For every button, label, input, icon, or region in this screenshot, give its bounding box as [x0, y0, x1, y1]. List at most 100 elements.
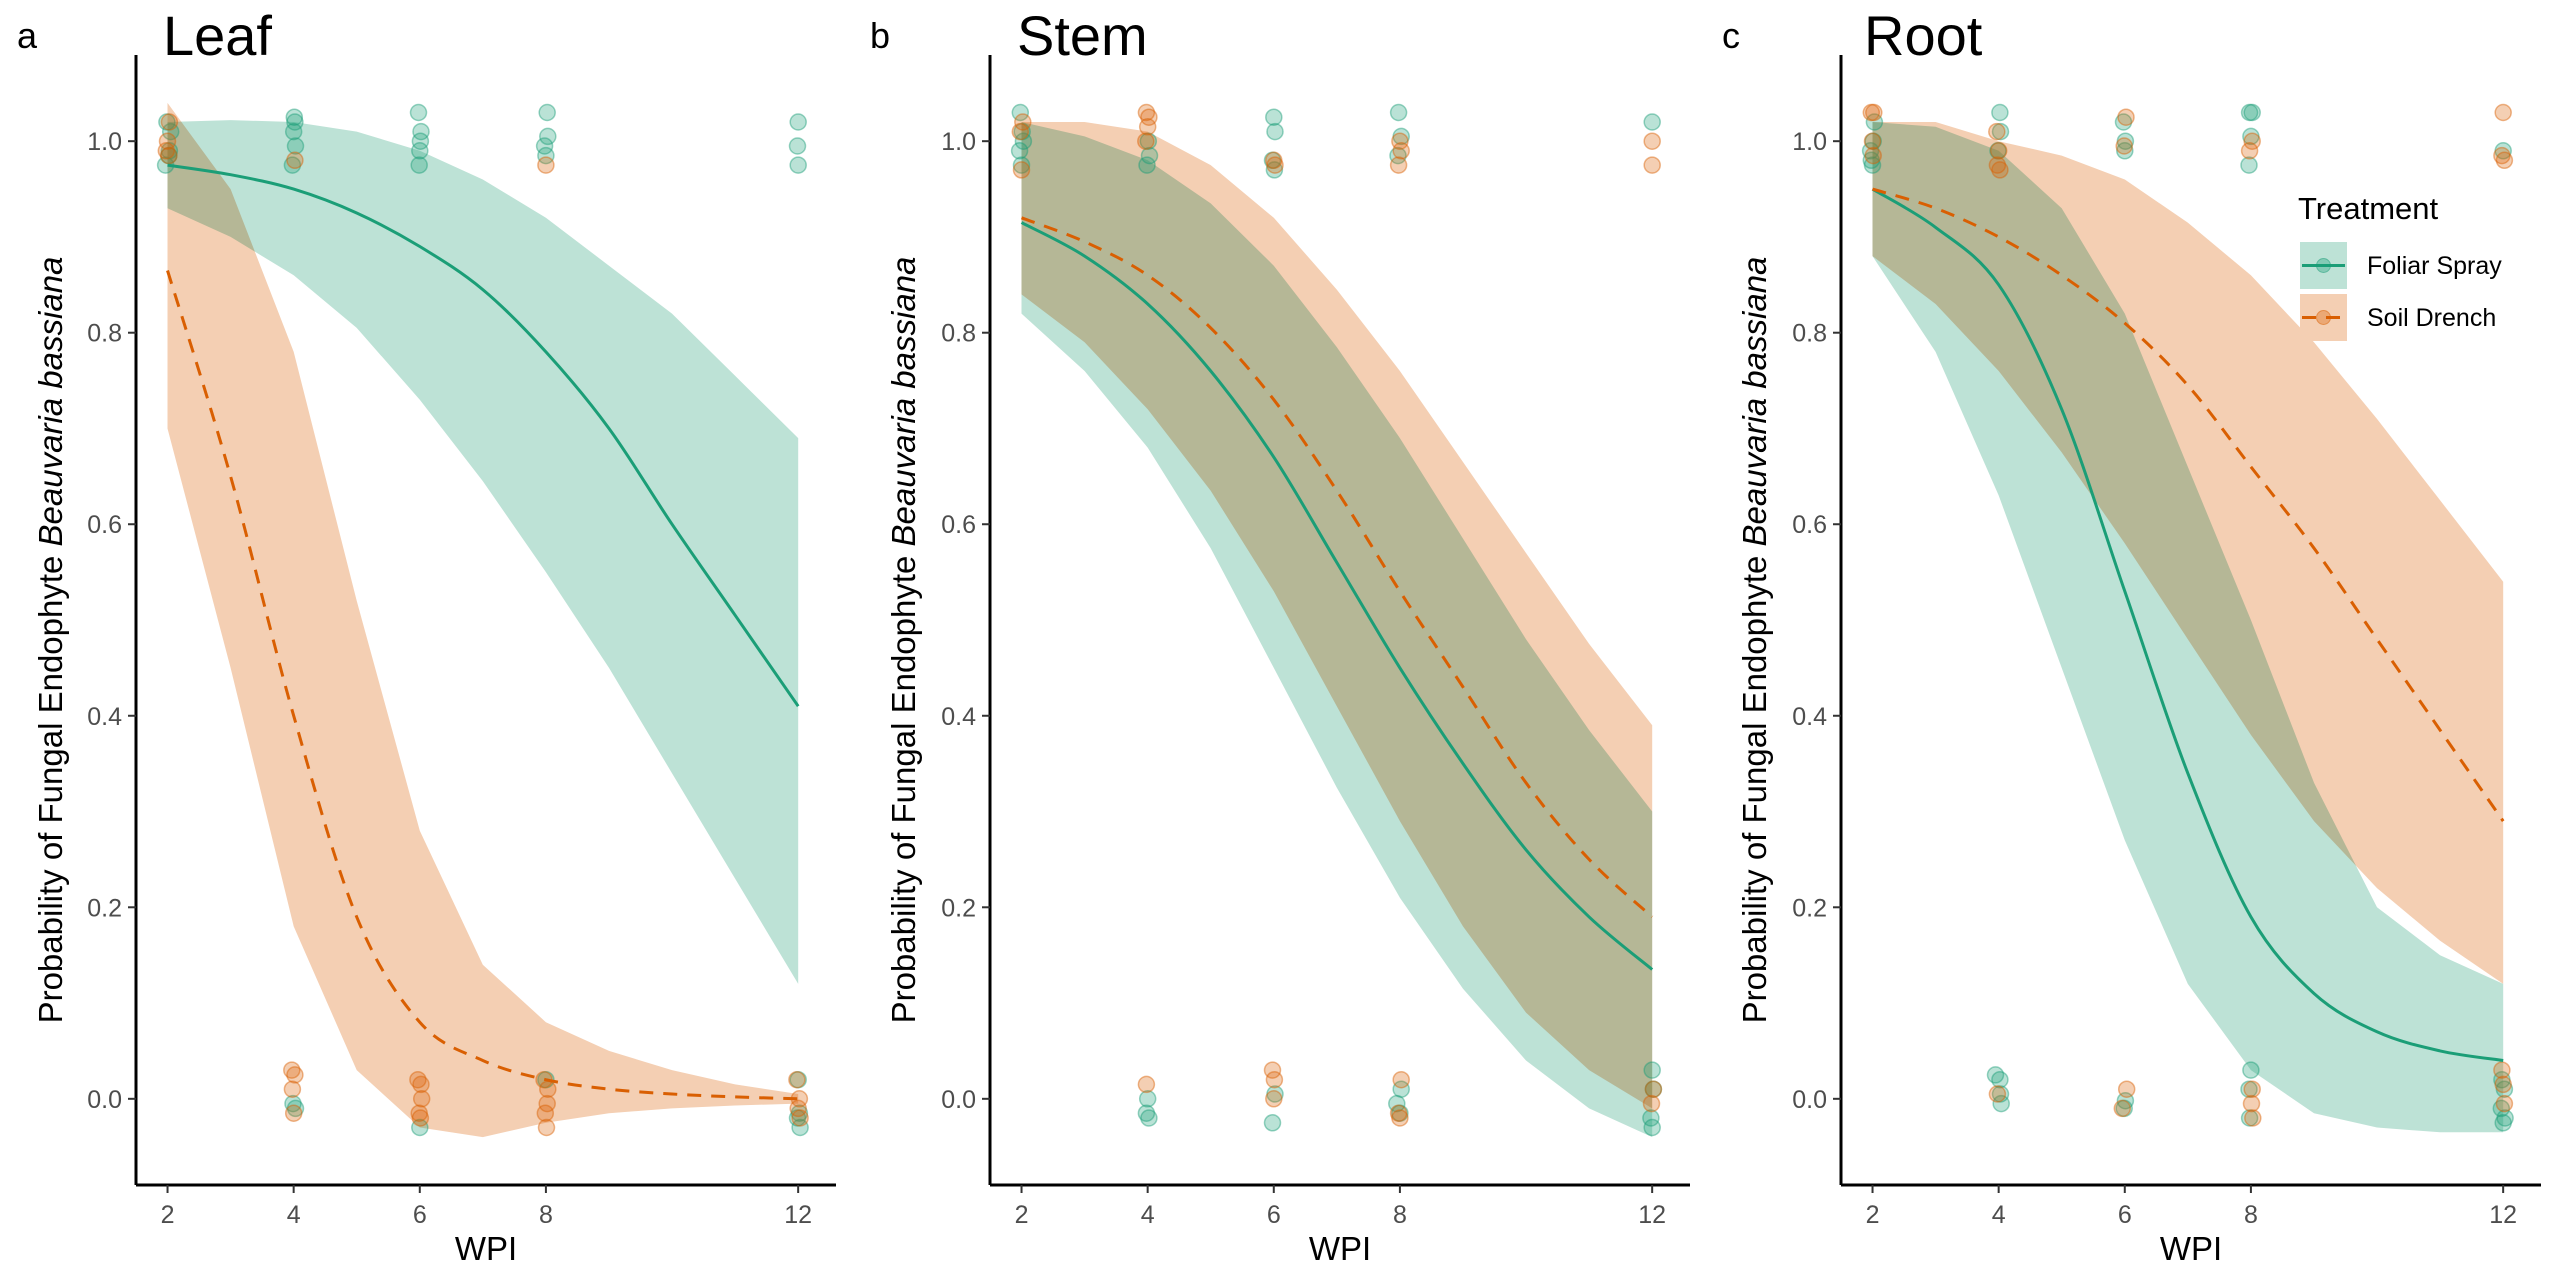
data-point-foliar-spray [283, 156, 302, 174]
data-point-foliar-spray [1643, 113, 1661, 131]
data-point-foliar-spray [1140, 1109, 1158, 1127]
y-tick-label: 0.0 [1792, 1086, 1827, 1114]
data-point-foliar-spray [789, 156, 807, 174]
data-point-foliar-spray [2242, 127, 2260, 146]
fit-line-foliar-spray [167, 163, 800, 708]
x-tick-label: 12 [1638, 1201, 1666, 1229]
data-point-foliar-spray [788, 137, 807, 155]
data-point-soil-drench [789, 1099, 807, 1118]
fit-line-soil-drench [1872, 187, 2505, 822]
data-point-soil-drench [411, 1109, 430, 1127]
fit-line-soil-drench [1020, 216, 1654, 919]
data-point-soil-drench [158, 132, 177, 150]
y-axis-title: Probability of Fungal Endophyte Beauvari… [1736, 257, 1773, 1024]
data-point-soil-drench [2242, 1094, 2261, 1113]
data-point-foliar-spray [539, 127, 557, 146]
x-axis-title: WPI [2160, 1230, 2222, 1267]
y-tick-label: 0.8 [1792, 320, 1827, 348]
data-point-soil-drench [1643, 156, 1661, 174]
data-point-soil-drench [2240, 142, 2259, 160]
data-point-foliar-spray [2493, 1070, 2511, 1089]
data-point-foliar-spray [1861, 142, 1880, 160]
data-point-foliar-spray [2115, 1099, 2133, 1118]
y-tick-label: 0.6 [941, 511, 976, 539]
data-point-soil-drench [2115, 137, 2133, 155]
x-tick-label: 4 [1992, 1201, 2006, 1229]
data-point-soil-drench [1138, 118, 1157, 136]
data-point-soil-drench [410, 1104, 428, 1122]
panel-letter: c [1722, 15, 1740, 56]
data-point-foliar-spray [1865, 113, 1884, 131]
data-point-soil-drench [286, 151, 304, 170]
x-tick-label: 12 [2489, 1201, 2517, 1229]
data-point-foliar-spray [2114, 113, 2133, 131]
data-point-foliar-spray [1138, 1090, 1157, 1108]
x-tick-label: 6 [1267, 1201, 1281, 1229]
data-point-foliar-spray [535, 137, 554, 155]
panel-title: Leaf [163, 4, 272, 67]
data-point-soil-drench [1137, 132, 1155, 150]
data-point-foliar-spray [2492, 1099, 2511, 1118]
data-point-foliar-spray [2240, 1109, 2259, 1127]
data-point-foliar-spray [1266, 122, 1284, 141]
data-point-soil-drench [1137, 103, 1156, 122]
data-point-foliar-spray [412, 122, 430, 141]
fit-line-soil-drench [166, 270, 799, 1101]
data-point-soil-drench [1012, 161, 1031, 179]
data-point-soil-drench [788, 1070, 806, 1089]
data-point-soil-drench [283, 1080, 302, 1098]
legend-entry-foliar-spray: Foliar Spray [2300, 242, 2502, 289]
data-point-foliar-spray [1012, 156, 1031, 174]
data-point-soil-drench [1140, 108, 1158, 126]
panel-root: 0.0 0.2 0.4 0.6 0.8 1.0 2 4 6 8 12 WPI Probability o… [1722, 4, 2541, 1267]
x-tick-label: 2 [161, 1201, 175, 1229]
y-tick-label: 0.6 [1792, 511, 1827, 539]
data-point-soil-drench [2494, 1075, 2512, 1094]
panel-leaf: 0.0 0.2 0.4 0.6 0.8 1.0 2 4 6 8 12 WPI Probability o… [17, 4, 836, 1267]
data-point-foliar-spray [1862, 151, 1881, 170]
y-tick-label: 0.4 [87, 703, 122, 731]
data-point-foliar-spray [2116, 1091, 2135, 1110]
legend-label-foliar-spray: Foliar Spray [2367, 252, 2502, 280]
data-point-soil-drench [160, 146, 178, 165]
data-point-foliar-spray [2240, 156, 2258, 174]
data-point-soil-drench [1265, 151, 1283, 170]
data-point-soil-drench [286, 1066, 304, 1084]
data-point-soil-drench [1642, 1094, 1661, 1113]
ci-band-soil-drench [167, 102, 799, 1138]
y-tick-label: 0.8 [941, 320, 976, 348]
data-point-soil-drench [1643, 132, 1661, 150]
data-point-foliar-spray [2116, 132, 2135, 150]
data-point-foliar-spray [1644, 1080, 1663, 1098]
data-point-soil-drench [791, 1109, 809, 1127]
data-point-soil-drench [2494, 103, 2512, 122]
data-point-soil-drench [2243, 1080, 2261, 1098]
data-point-soil-drench [2117, 108, 2135, 126]
x-tick-label: 2 [1866, 1201, 1880, 1229]
y-tick-label: 0.4 [1792, 703, 1827, 731]
data-point-soil-drench [536, 1104, 555, 1122]
x-tick-label: 8 [2244, 1201, 2258, 1229]
data-point-soil-drench [2113, 1099, 2132, 1118]
data-point-soil-drench [1014, 113, 1032, 131]
data-point-soil-drench [412, 1090, 431, 1108]
y-tick-label: 1.0 [941, 128, 976, 156]
data-point-foliar-spray [1991, 1070, 2009, 1089]
data-point-soil-drench [1265, 1090, 1283, 1108]
data-point-soil-drench [284, 1104, 303, 1122]
data-point-foliar-spray [537, 146, 555, 165]
data-point-foliar-spray [2495, 1080, 2514, 1098]
data-point-soil-drench [1863, 132, 1882, 150]
data-point-soil-drench [2244, 1109, 2262, 1127]
data-point-foliar-spray [410, 156, 428, 174]
data-point-foliar-spray [538, 103, 556, 122]
x-axis-title: WPI [1309, 1230, 1371, 1267]
y-axis-title: Probability of Fungal Endophyte Beauvari… [885, 257, 922, 1024]
data-point-foliar-spray [2240, 103, 2259, 122]
legend-label-soil-drench: Soil Drench [2367, 304, 2496, 332]
data-point-soil-drench [2493, 146, 2511, 165]
data-point-foliar-spray [285, 108, 304, 126]
data-point-soil-drench [1862, 103, 1881, 122]
data-point-soil-drench [539, 1080, 557, 1098]
data-point-foliar-spray [1642, 1109, 1660, 1127]
